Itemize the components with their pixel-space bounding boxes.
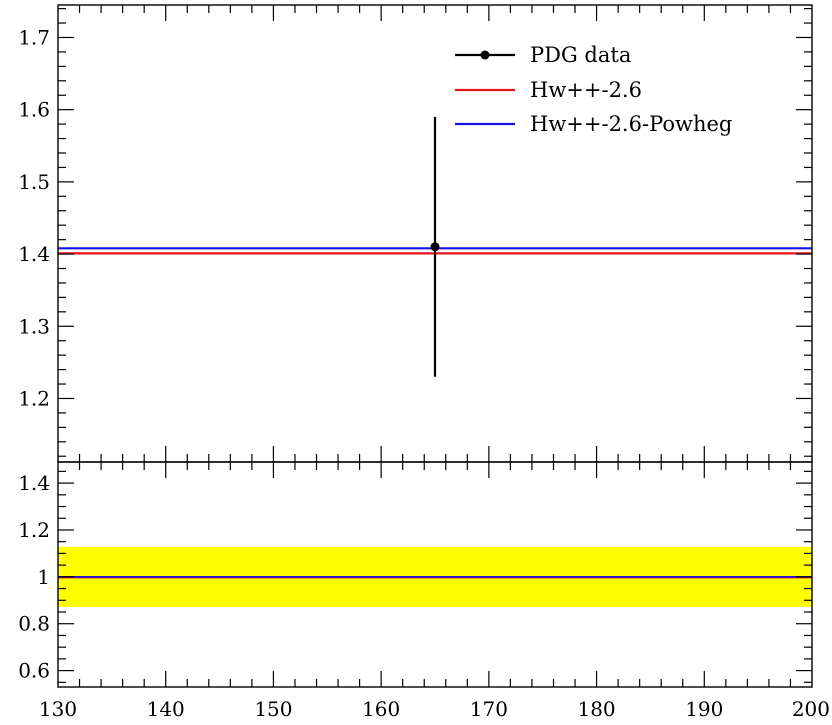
legend-label: Hw++-2.6 bbox=[530, 78, 642, 102]
data-point-marker bbox=[430, 242, 440, 252]
x-tick-label: 170 bbox=[470, 697, 508, 721]
main-y-tick-label: 1.2 bbox=[18, 386, 50, 410]
ratio-y-tick-label: 0.8 bbox=[18, 612, 50, 636]
ratio-y-tick-label: 1.4 bbox=[18, 471, 50, 495]
x-tick-labels: 130 140 150 160 170 180 190 200 bbox=[39, 697, 830, 721]
ratio-y-tick-label: 0.6 bbox=[18, 659, 50, 683]
main-y-tick-label: 1.6 bbox=[18, 98, 50, 122]
ratio-y-tick-label: 1 bbox=[37, 565, 50, 589]
tick-marks bbox=[58, 5, 812, 687]
ratio-y-tick-label: 1.2 bbox=[18, 518, 50, 542]
x-tick-label: 140 bbox=[147, 697, 185, 721]
ratio-series-group bbox=[58, 575, 812, 579]
main-y-tick-label: 1.3 bbox=[18, 314, 50, 338]
x-tick-label: 160 bbox=[362, 697, 400, 721]
main-y-tick-label: 1.5 bbox=[18, 170, 50, 194]
data-point-group bbox=[430, 116, 440, 377]
x-tick-label: 150 bbox=[254, 697, 292, 721]
x-tick-label: 180 bbox=[577, 697, 615, 721]
legend: PDG data Hw++-2.6 Hw++-2.6-Powheg bbox=[455, 43, 732, 136]
legend-label: Hw++-2.6-Powheg bbox=[530, 112, 732, 136]
x-tick-label: 200 bbox=[792, 697, 830, 721]
ratio-plot-frame bbox=[57, 461, 813, 688]
main-y-tick-labels: 1.2 1.3 1.4 1.5 1.6 1.7 bbox=[18, 25, 50, 410]
x-tick-label: 190 bbox=[685, 697, 723, 721]
legend-marker bbox=[480, 50, 490, 60]
main-y-tick-label: 1.4 bbox=[18, 242, 50, 266]
legend-label: PDG data bbox=[530, 43, 631, 67]
main-y-tick-label: 1.7 bbox=[18, 25, 50, 49]
ratio-y-tick-labels: 0.6 0.8 1 1.2 1.4 bbox=[18, 471, 50, 683]
x-tick-label: 130 bbox=[39, 697, 77, 721]
